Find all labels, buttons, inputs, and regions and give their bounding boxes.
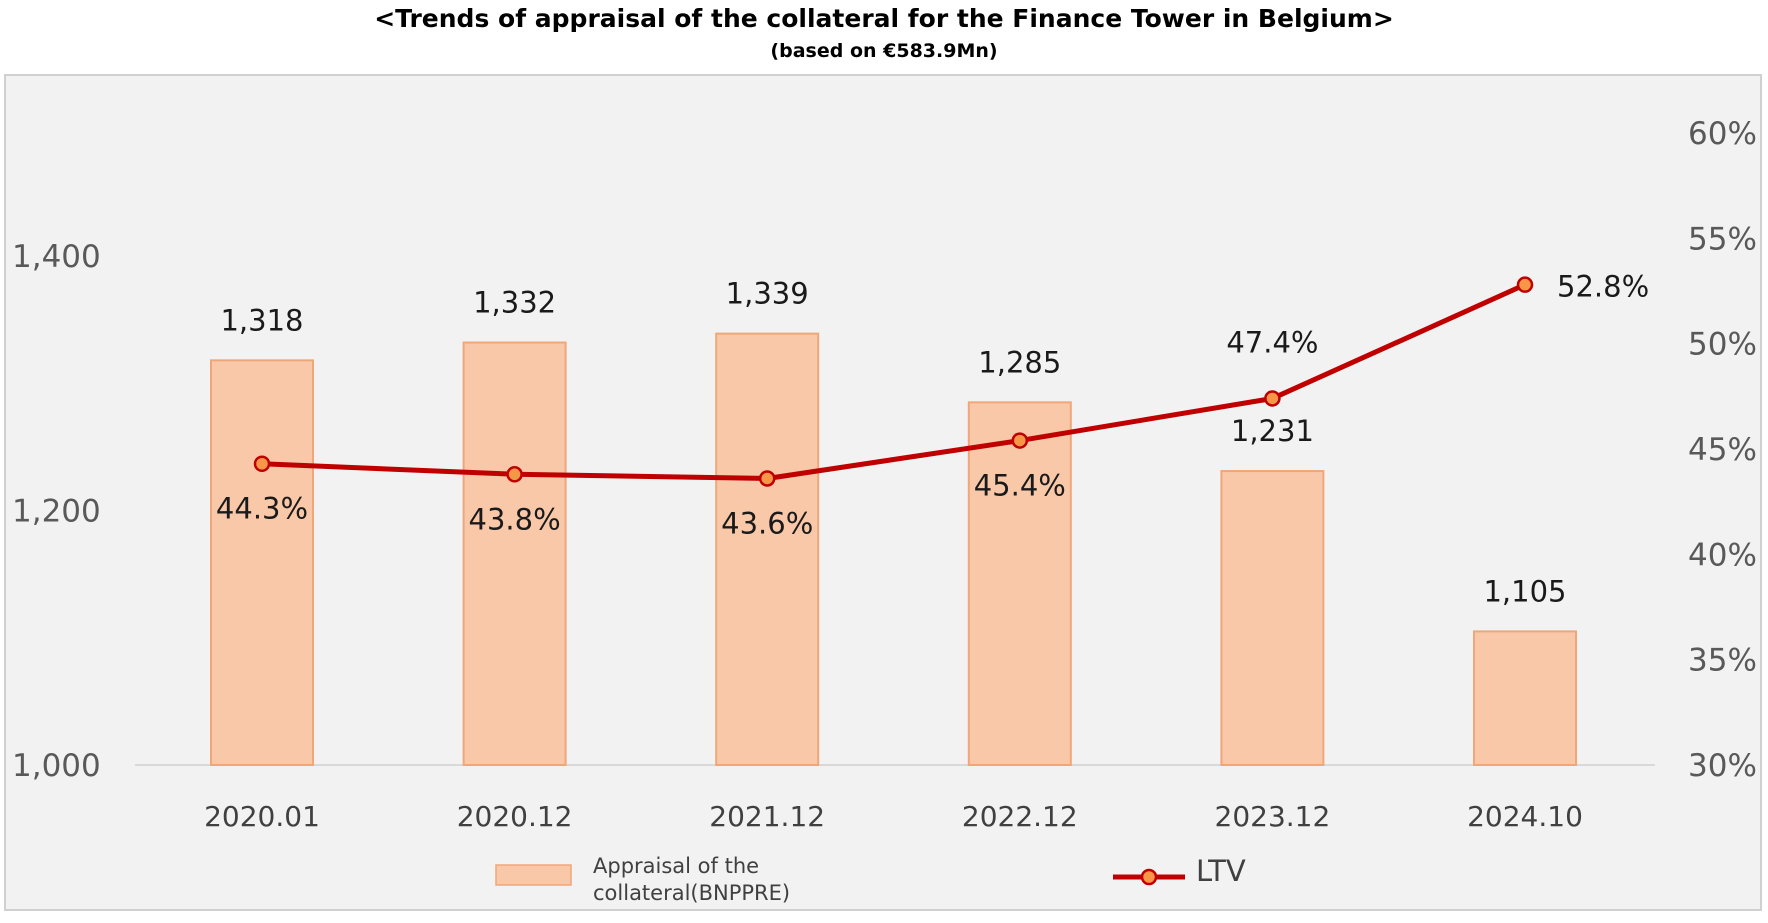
x-axis-category-label: 2022.12: [962, 800, 1078, 833]
chart-subtitle: (based on €583.9Mn): [770, 40, 998, 62]
right-axis-tick-label: 35%: [1688, 643, 1757, 679]
legend: [495, 864, 1185, 886]
ltv-data-label: 43.8%: [469, 502, 561, 536]
right-axis-tick-label: 50%: [1688, 327, 1757, 363]
right-axis-tick-label: 45%: [1688, 432, 1757, 468]
legend-bar-label: Appraisal of the collateral(BNPPRE): [593, 853, 790, 907]
legend-line-label: LTV: [1196, 854, 1246, 888]
ltv-point: [506, 466, 523, 483]
x-axis-category-label: 2020.12: [457, 800, 573, 833]
ltv-data-label: 44.3%: [216, 492, 308, 526]
right-axis-tick-label: 30%: [1688, 748, 1757, 784]
ltv-point: [758, 470, 776, 487]
chart-title: <Trends of appraisal of the collateral f…: [374, 4, 1394, 33]
right-axis-tick-label: 60%: [1688, 116, 1757, 152]
legend-bar-label-line2: collateral(BNPPRE): [593, 881, 791, 905]
bar: [462, 341, 567, 766]
bar: [1473, 630, 1577, 767]
ltv-data-label: 47.4%: [1226, 325, 1318, 359]
ltv-line: [261, 282, 1527, 481]
bar: [1220, 470, 1325, 766]
right-axis-tick-label: 55%: [1688, 221, 1757, 257]
bar: [967, 401, 1072, 766]
x-axis-category-label: 2021.12: [709, 800, 825, 833]
x-axis-category-label: 2023.12: [1215, 800, 1331, 833]
left-axis-tick-label: 1,000: [12, 748, 101, 784]
left-axis-tick-label: 1,200: [12, 494, 101, 530]
bar-data-label: 1,285: [978, 345, 1061, 379]
ltv-data-label: 45.4%: [974, 469, 1066, 503]
ltv-series: 44.3% 43.8% 43.6% 45.4% 47.4% 52.8%: [216, 270, 1649, 541]
ltv-data-label: 52.8%: [1557, 270, 1649, 304]
ltv-point: [1516, 276, 1534, 293]
bar-data-label: 1,332: [473, 286, 556, 320]
category-labels: 2020.01 2020.12 2021.12 2022.12 2023.12 2024.…: [204, 800, 1583, 833]
ltv-point: [1264, 390, 1281, 407]
right-axis-ticks: 30% 35% 40% 45% 50% 55% 60%: [1688, 116, 1757, 784]
right-axis-tick-label: 40%: [1688, 537, 1757, 573]
bar: [715, 332, 820, 766]
x-axis-category-label: 2020.01: [204, 800, 320, 833]
left-axis-ticks: 1,000 1,200 1,400: [12, 239, 101, 784]
left-axis-tick-label: 1,400: [12, 239, 101, 275]
bar-data-label: 1,231: [1231, 414, 1314, 448]
ltv-point: [253, 455, 271, 472]
bar-data-label: 1,105: [1483, 574, 1566, 608]
bar-data-label: 1,339: [726, 277, 809, 311]
legend-bar-label-line1: Appraisal of the: [593, 854, 760, 878]
bar-series: 1,318 1,332 1,339 1,285 1,231 1,105: [210, 277, 1577, 767]
bar: [210, 359, 314, 766]
legend-bar-swatch: [495, 864, 572, 886]
x-axis-category-label: 2024.10: [1467, 800, 1583, 833]
legend-line-marker: [1140, 868, 1158, 886]
ltv-point: [1011, 432, 1029, 449]
ltv-data-label: 43.6%: [721, 506, 813, 540]
bar-data-label: 1,318: [220, 303, 303, 337]
